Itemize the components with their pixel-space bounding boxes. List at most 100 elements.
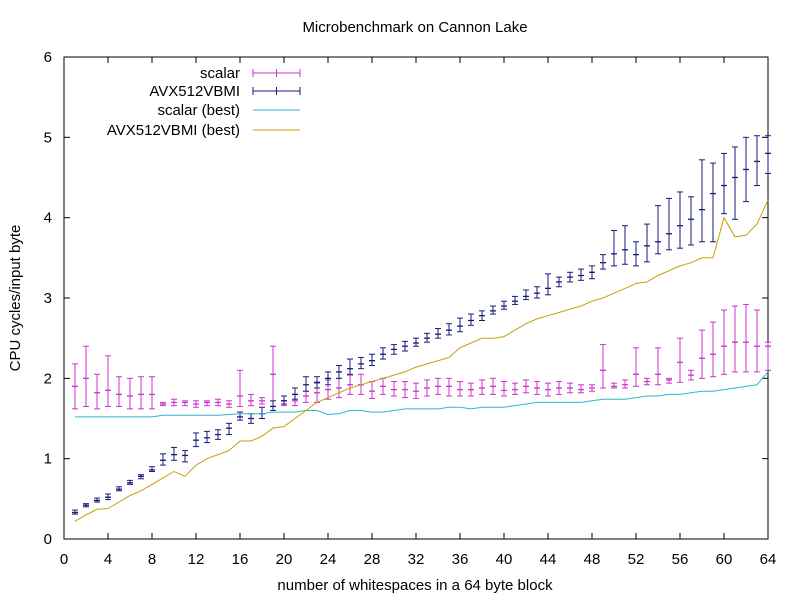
error-bar bbox=[611, 230, 617, 267]
error-bar bbox=[732, 305, 738, 373]
error-bar bbox=[589, 265, 595, 280]
error-bar bbox=[105, 355, 111, 407]
y-tick-label: 5 bbox=[44, 129, 52, 146]
error-bar bbox=[633, 347, 639, 387]
error-bar bbox=[149, 466, 155, 473]
error-bar bbox=[336, 377, 342, 399]
error-bar bbox=[567, 271, 573, 283]
error-bar bbox=[94, 373, 100, 410]
error-bar bbox=[446, 377, 452, 397]
y-tick-label: 4 bbox=[44, 210, 52, 227]
y-axis-label: CPU cycles/input byte bbox=[7, 225, 24, 372]
x-tick-label: 64 bbox=[760, 551, 777, 568]
x-tick-label: 20 bbox=[276, 551, 293, 568]
error-bar bbox=[248, 413, 254, 424]
series-avx512vbmi-best bbox=[74, 199, 769, 522]
error-bar bbox=[688, 369, 694, 381]
error-bar bbox=[259, 406, 265, 419]
legend-item: AVX512VBMI bbox=[149, 83, 301, 100]
error-bar bbox=[259, 397, 265, 405]
x-tick-label: 48 bbox=[584, 551, 601, 568]
error-bar bbox=[457, 381, 463, 397]
error-bar bbox=[534, 286, 540, 299]
error-bar bbox=[644, 377, 650, 386]
series-scalar bbox=[72, 303, 771, 410]
error-bar bbox=[435, 377, 441, 395]
legend-label: scalar (best) bbox=[157, 102, 240, 119]
error-bar bbox=[501, 381, 507, 397]
error-bar bbox=[380, 347, 386, 360]
error-bar bbox=[578, 268, 584, 281]
error-bar bbox=[743, 303, 749, 373]
x-tick-label: 32 bbox=[408, 551, 425, 568]
error-bar bbox=[721, 152, 727, 215]
error-bar bbox=[215, 429, 221, 440]
error-bar bbox=[138, 474, 144, 480]
error-bar bbox=[83, 503, 89, 508]
error-bar bbox=[138, 376, 144, 410]
error-bar bbox=[347, 358, 353, 375]
error-bar bbox=[402, 381, 408, 399]
error-bar bbox=[721, 309, 727, 375]
error-bar bbox=[666, 377, 672, 384]
error-bar bbox=[699, 329, 705, 379]
y-tick-label: 1 bbox=[44, 451, 52, 468]
x-tick-label: 52 bbox=[628, 551, 645, 568]
y-tick-label: 2 bbox=[44, 370, 52, 387]
y-tick-label: 6 bbox=[44, 49, 52, 66]
error-bar bbox=[567, 382, 573, 394]
error-bar bbox=[171, 446, 177, 461]
error-bar bbox=[644, 223, 650, 263]
error-bar bbox=[94, 497, 100, 503]
error-bar bbox=[490, 305, 496, 315]
x-axis-label: number of whitespaces in a 64 byte block bbox=[277, 577, 553, 594]
error-bar bbox=[369, 381, 375, 399]
error-bar bbox=[490, 377, 496, 395]
error-bar bbox=[468, 313, 474, 326]
x-tick-label: 44 bbox=[540, 551, 557, 568]
error-bar bbox=[127, 479, 133, 485]
error-bar bbox=[754, 309, 760, 373]
error-bar bbox=[655, 205, 661, 255]
error-bar bbox=[325, 371, 331, 386]
error-bar bbox=[545, 382, 551, 397]
error-bar bbox=[72, 509, 78, 515]
x-tick-label: 28 bbox=[364, 551, 381, 568]
legend-item: scalar bbox=[200, 65, 301, 82]
error-bar bbox=[182, 400, 188, 407]
error-bar bbox=[600, 254, 606, 270]
error-bar bbox=[149, 376, 155, 410]
error-bar bbox=[215, 398, 221, 407]
error-bar bbox=[633, 241, 639, 267]
chart-title: Microbenchmark on Cannon Lake bbox=[302, 19, 527, 36]
series-scalar-best bbox=[75, 371, 769, 418]
error-bar bbox=[160, 453, 166, 466]
error-bar bbox=[457, 317, 463, 333]
error-bar bbox=[314, 376, 320, 389]
error-bar bbox=[765, 135, 771, 174]
error-bar bbox=[677, 191, 683, 249]
error-bar bbox=[83, 345, 89, 407]
error-bar bbox=[699, 159, 705, 243]
error-bar bbox=[688, 196, 694, 246]
error-bar bbox=[204, 400, 210, 407]
error-bar bbox=[116, 376, 122, 407]
error-bar bbox=[666, 197, 672, 251]
error-bar bbox=[523, 379, 529, 394]
error-bar bbox=[578, 384, 584, 394]
error-bar bbox=[237, 369, 243, 407]
error-bar bbox=[105, 493, 111, 501]
series-avx512vbmi bbox=[72, 135, 771, 515]
error-bar bbox=[743, 136, 749, 203]
error-bar bbox=[226, 400, 232, 408]
error-bar bbox=[501, 300, 507, 310]
error-bar bbox=[655, 347, 661, 386]
error-bar bbox=[710, 321, 716, 378]
error-bar bbox=[556, 381, 562, 395]
legend-label: AVX512VBMI bbox=[149, 83, 240, 100]
error-bar bbox=[204, 430, 210, 444]
legend-item: AVX512VBMI (best) bbox=[107, 122, 300, 139]
legend-label: scalar bbox=[200, 65, 240, 82]
